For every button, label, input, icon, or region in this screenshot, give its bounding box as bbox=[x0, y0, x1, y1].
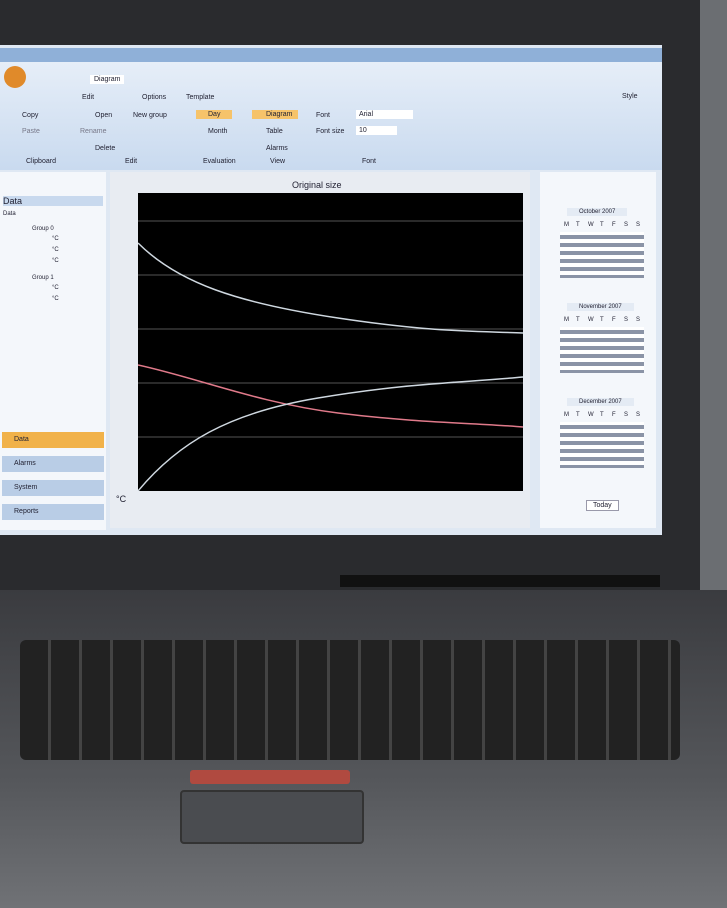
button[interactable]: Month bbox=[208, 128, 228, 135]
button[interactable]: Rename bbox=[80, 128, 107, 135]
label: Font bbox=[316, 112, 331, 119]
trackpoint-buttons bbox=[190, 770, 350, 784]
weekday: M bbox=[564, 317, 569, 323]
nav-button[interactable]: Reports bbox=[2, 504, 104, 520]
keyboard bbox=[20, 640, 680, 760]
weekday: W bbox=[588, 317, 594, 323]
dropdown[interactable]: Arial bbox=[356, 110, 414, 119]
calendar-month: October 2007 bbox=[567, 208, 628, 216]
tree-group[interactable]: Group 1 bbox=[32, 275, 54, 281]
tree-group[interactable]: Group 0 bbox=[32, 226, 54, 232]
chart-title: Original size bbox=[292, 180, 342, 190]
group-label: Edit bbox=[125, 158, 138, 165]
nav-button[interactable]: Alarms bbox=[2, 456, 104, 472]
button[interactable]: Delete bbox=[95, 145, 116, 152]
calendar-month: November 2007 bbox=[567, 303, 634, 311]
tree-item[interactable]: °C bbox=[52, 236, 59, 242]
tab: Diagram bbox=[90, 75, 125, 84]
unit-label: °C bbox=[116, 494, 127, 504]
weekday: S bbox=[624, 222, 629, 228]
weekday: M bbox=[564, 222, 569, 228]
curve bbox=[138, 376, 523, 491]
group-label: Font bbox=[362, 158, 377, 165]
button[interactable]: Paste bbox=[22, 128, 40, 135]
button[interactable]: Alarms bbox=[266, 145, 288, 152]
label: Font size bbox=[316, 128, 345, 135]
plot-background bbox=[138, 193, 523, 491]
calendar-month: December 2007 bbox=[567, 398, 634, 406]
weekday: S bbox=[624, 317, 629, 323]
group-label: Evaluation bbox=[203, 158, 236, 165]
tree-item[interactable]: °C bbox=[52, 285, 59, 291]
group-label: View bbox=[270, 158, 286, 165]
weekday: T bbox=[576, 222, 580, 228]
weekday: S bbox=[636, 412, 641, 418]
panel-header: Data bbox=[3, 211, 16, 217]
weekday: F bbox=[612, 222, 616, 228]
weekday: F bbox=[612, 317, 616, 323]
weekday: T bbox=[600, 222, 604, 228]
button[interactable]: New group bbox=[133, 112, 167, 119]
tree-item[interactable]: °C bbox=[52, 258, 59, 264]
menu: Edit bbox=[82, 94, 95, 101]
weekday: M bbox=[564, 412, 569, 418]
weekday: S bbox=[624, 412, 629, 418]
panel-title: Data bbox=[3, 196, 103, 206]
dropdown[interactable]: 10 bbox=[356, 126, 397, 135]
weekday: W bbox=[588, 412, 594, 418]
menu: Options bbox=[142, 94, 167, 101]
weekday: W bbox=[588, 222, 594, 228]
app-button bbox=[4, 66, 26, 88]
weekday: T bbox=[576, 317, 580, 323]
calendar-days bbox=[560, 422, 644, 468]
curve bbox=[138, 364, 523, 428]
group-label: Clipboard bbox=[26, 158, 56, 165]
title-bar bbox=[0, 48, 662, 62]
tree-item[interactable]: °C bbox=[52, 247, 59, 253]
button[interactable]: Copy bbox=[22, 112, 39, 119]
calendar-days bbox=[560, 232, 644, 278]
today-button[interactable]: Today bbox=[586, 500, 619, 511]
curve bbox=[138, 242, 523, 334]
weekday: S bbox=[636, 317, 641, 323]
grid bbox=[138, 220, 523, 438]
button[interactable]: Day bbox=[196, 110, 233, 119]
tree-item[interactable]: °C bbox=[52, 296, 59, 302]
weekday: F bbox=[612, 412, 616, 418]
calendar-days bbox=[560, 327, 644, 373]
plot bbox=[138, 193, 523, 491]
button[interactable]: Table bbox=[266, 128, 283, 135]
status-led bbox=[340, 575, 660, 587]
nav-button[interactable]: System bbox=[2, 480, 104, 496]
nav-button[interactable]: Data bbox=[2, 432, 104, 448]
style-button[interactable]: Style bbox=[622, 93, 638, 100]
weekday: T bbox=[600, 412, 604, 418]
touchpad bbox=[180, 790, 364, 844]
weekday: S bbox=[636, 222, 641, 228]
weekday: T bbox=[576, 412, 580, 418]
button[interactable]: Diagram bbox=[252, 110, 299, 119]
weekday: T bbox=[600, 317, 604, 323]
button[interactable]: Open bbox=[95, 112, 113, 119]
menu: Template bbox=[186, 94, 215, 101]
